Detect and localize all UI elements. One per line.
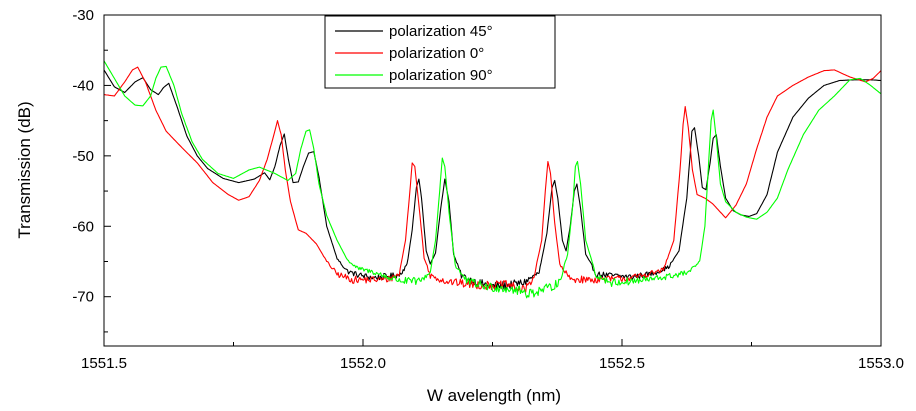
x-tick-label: 1551.5: [81, 355, 127, 372]
axis-layer: -30 -40 -50 -60 -70 1551.5 1552.0 1552.5 1553.0: [72, 7, 904, 372]
legend-label: polarization 0°: [389, 45, 484, 62]
x-axis-title: W avelength (nm): [427, 386, 561, 405]
series-line-2: [103, 60, 882, 299]
series-line-1: [103, 66, 882, 293]
legend: polarization 45° polarization 0° polarizat…: [324, 15, 556, 89]
y-tick-label: -30: [72, 7, 94, 24]
legend-label: polarization 45°: [389, 23, 493, 40]
y-tick-label: -40: [72, 77, 94, 94]
x-tick-label: 1552.5: [599, 355, 645, 372]
y-tick-label: -70: [72, 289, 94, 306]
y-tick-label: -50: [72, 148, 94, 165]
legend-label: polarization 90°: [389, 67, 493, 84]
x-tick-label: 1552.0: [340, 355, 386, 372]
legend-box: [324, 15, 556, 89]
x-tick-label: 1553.0: [858, 355, 904, 372]
series-layer: [103, 60, 882, 299]
y-tick-label: -60: [72, 218, 94, 235]
y-axis-title: Transmission (dB): [15, 101, 34, 238]
